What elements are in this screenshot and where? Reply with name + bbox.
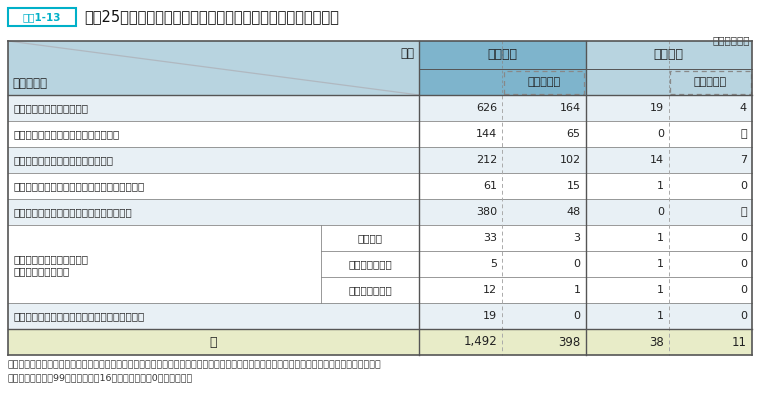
- Text: 1: 1: [657, 181, 663, 191]
- Text: 0: 0: [740, 311, 747, 321]
- Text: 外務省経験者採用試験（課長補佐級）: 外務省経験者採用試験（課長補佐級）: [13, 129, 119, 139]
- Bar: [8, 95, 752, 121]
- Text: 農林水産省経験者採用試験（係長級（技術））: 農林水産省経験者採用試験（係長級（技術））: [13, 181, 144, 191]
- Bar: [502, 69, 585, 95]
- Text: 19: 19: [650, 103, 663, 113]
- Text: （申込者数99人（うち女性16人）、合格者数0人）がある。: （申込者数99人（うち女性16人）、合格者数0人）がある。: [8, 373, 193, 382]
- Text: 地方整備局区分: 地方整備局区分: [348, 285, 392, 295]
- Text: 48: 48: [566, 207, 581, 217]
- Text: 資料1-13: 資料1-13: [23, 12, 62, 22]
- Text: 626: 626: [477, 103, 497, 113]
- Text: 本省区分: 本省区分: [357, 233, 382, 243]
- Text: 0: 0: [657, 207, 663, 217]
- Text: 61: 61: [483, 181, 497, 191]
- Text: （係長級（技術））: （係長級（技術））: [13, 266, 69, 276]
- Text: 経済産業省経験者採用試験（課長補佐級）: 経済産業省経験者採用試験（課長補佐級）: [13, 207, 131, 217]
- Bar: [8, 173, 752, 199]
- Bar: [8, 251, 752, 277]
- Text: 0: 0: [740, 181, 747, 191]
- Text: うち女性数: うち女性数: [527, 77, 561, 87]
- Text: 項目: 項目: [400, 47, 414, 60]
- Bar: [585, 69, 669, 95]
- Bar: [8, 225, 321, 251]
- Text: 0: 0: [740, 233, 747, 243]
- Text: 19: 19: [483, 311, 497, 321]
- Text: 経験者採用試験（係長級）: 経験者採用試験（係長級）: [13, 103, 88, 113]
- Bar: [585, 41, 752, 69]
- Text: 0: 0: [574, 311, 581, 321]
- Text: 外務省経験者採用試験（書記官級）: 外務省経験者採用試験（書記官級）: [13, 155, 113, 165]
- Text: うち女性数: うち女性数: [694, 77, 727, 87]
- Text: 11: 11: [732, 335, 747, 349]
- Text: 0: 0: [574, 259, 581, 269]
- Bar: [8, 225, 752, 251]
- Bar: [8, 277, 321, 303]
- Text: 4: 4: [740, 103, 747, 113]
- Text: 14: 14: [650, 155, 663, 165]
- Text: 0: 0: [740, 259, 747, 269]
- Bar: [8, 199, 752, 225]
- Text: 計: 計: [210, 335, 217, 349]
- Text: 3: 3: [574, 233, 581, 243]
- Text: 38: 38: [649, 335, 663, 349]
- Bar: [419, 69, 502, 95]
- Text: 0: 0: [657, 129, 663, 139]
- Text: －: －: [740, 129, 747, 139]
- Bar: [8, 41, 419, 95]
- Text: 380: 380: [477, 207, 497, 217]
- Text: 212: 212: [476, 155, 497, 165]
- Text: 1: 1: [657, 259, 663, 269]
- Text: 5: 5: [490, 259, 497, 269]
- Text: 12: 12: [483, 285, 497, 295]
- Bar: [8, 8, 76, 26]
- Bar: [419, 41, 585, 69]
- Bar: [670, 71, 750, 94]
- Text: 国土交通省経験者採用試験: 国土交通省経験者採用試験: [13, 254, 88, 264]
- Bar: [8, 277, 752, 303]
- Text: 1,492: 1,492: [464, 335, 497, 349]
- Text: 海上保安庁経験者採用試験（係長級（技術））: 海上保安庁経験者採用試験（係長級（技術））: [13, 311, 144, 321]
- Text: （注）　上記のほか、防衛省が特別職の職員の採用試験として実施し、人事院が当該試験の実施を支援する「防衛省経験者採用試験（係長級）」: （注） 上記のほか、防衛省が特別職の職員の採用試験として実施し、人事院が当該試験…: [8, 360, 382, 369]
- Bar: [8, 303, 752, 329]
- Text: 1: 1: [657, 285, 663, 295]
- Text: 試験の種類: 試験の種類: [12, 77, 47, 90]
- Text: 33: 33: [483, 233, 497, 243]
- Bar: [669, 69, 752, 95]
- Bar: [504, 71, 584, 94]
- Text: 1: 1: [574, 285, 581, 295]
- Text: 平成25年度経験者採用試験の試験の種類別申込者数・合格者数: 平成25年度経験者採用試験の試験の種類別申込者数・合格者数: [84, 10, 339, 25]
- Text: 合格者数: 合格者数: [654, 48, 684, 62]
- Text: 7: 7: [740, 155, 747, 165]
- Text: 0: 0: [740, 285, 747, 295]
- Text: 1: 1: [657, 311, 663, 321]
- Text: 398: 398: [559, 335, 581, 349]
- Text: 申込者数: 申込者数: [487, 48, 518, 62]
- Text: 1: 1: [657, 233, 663, 243]
- Text: －: －: [740, 207, 747, 217]
- Text: 15: 15: [566, 181, 581, 191]
- Bar: [8, 329, 752, 355]
- Text: 164: 164: [559, 103, 581, 113]
- Text: 65: 65: [566, 129, 581, 139]
- Text: 国土地理院区分: 国土地理院区分: [348, 259, 392, 269]
- Text: 144: 144: [476, 129, 497, 139]
- Text: 102: 102: [559, 155, 581, 165]
- Bar: [8, 251, 321, 277]
- Bar: [8, 147, 752, 173]
- Text: （単位：人）: （単位：人）: [713, 35, 750, 45]
- Bar: [8, 121, 752, 147]
